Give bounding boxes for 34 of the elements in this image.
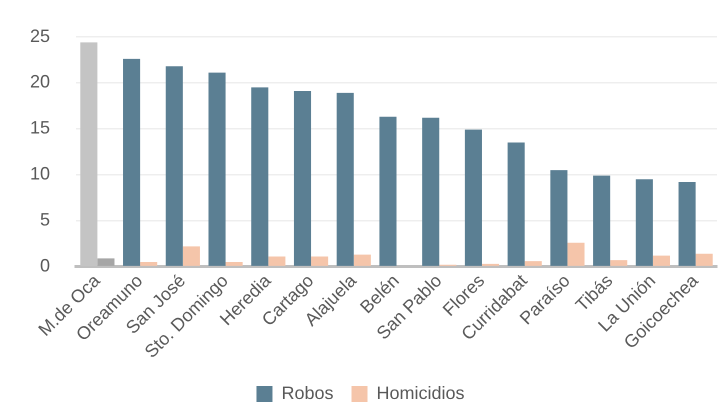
bar xyxy=(226,262,243,266)
bar xyxy=(268,256,286,266)
legend-label: Homicidios xyxy=(376,382,465,403)
y-tick-label: 0 xyxy=(40,256,50,276)
bar xyxy=(336,92,354,266)
bar xyxy=(508,142,525,266)
bar xyxy=(652,256,670,266)
y-tick-label: 25 xyxy=(30,26,50,46)
bar xyxy=(208,72,226,266)
bar xyxy=(593,176,610,266)
bar xyxy=(610,260,628,266)
bar xyxy=(678,182,696,266)
bar xyxy=(182,246,200,266)
bar xyxy=(524,261,542,266)
bar xyxy=(251,87,268,266)
bar xyxy=(379,116,397,266)
bar xyxy=(123,58,140,266)
bar xyxy=(97,258,114,266)
bar xyxy=(166,66,183,266)
y-tick-label: 20 xyxy=(30,72,50,92)
bar xyxy=(294,91,312,266)
y-tick-label: 5 xyxy=(40,210,50,230)
bar xyxy=(550,170,568,266)
bar xyxy=(464,130,482,266)
bar xyxy=(567,242,585,266)
y-tick-label: 10 xyxy=(30,164,50,184)
bar xyxy=(636,179,653,266)
bar xyxy=(354,254,371,266)
legend-label: Robos xyxy=(281,382,334,403)
y-tick-label: 15 xyxy=(30,118,50,138)
bar xyxy=(311,256,328,266)
bar xyxy=(696,254,713,266)
bar xyxy=(422,118,440,266)
bar xyxy=(140,262,158,266)
